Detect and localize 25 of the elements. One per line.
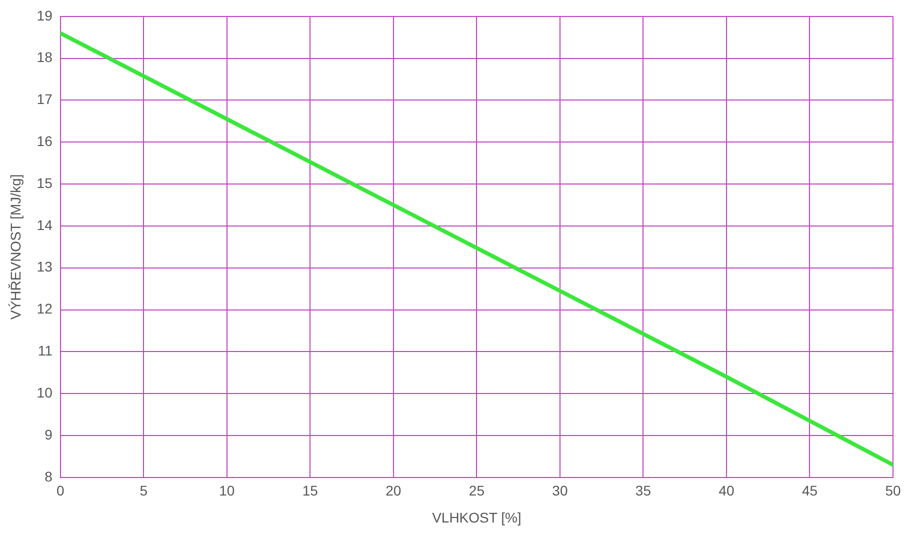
y-tick-label: 19: [36, 7, 53, 24]
x-tick-label: 30: [552, 482, 568, 499]
y-tick-label: 15: [36, 174, 53, 191]
y-tick-label: 18: [36, 49, 53, 66]
x-tick-label: 50: [885, 482, 901, 499]
x-tick-label: 45: [802, 482, 818, 499]
x-tick-label: 20: [386, 482, 402, 499]
y-tick-label: 17: [36, 91, 53, 108]
x-tick-label: 25: [468, 482, 485, 499]
y-tick-label: 9: [44, 426, 53, 442]
x-tick-label: 0: [56, 482, 64, 499]
y-tick-label: 10: [36, 384, 53, 400]
x-tick-label: 15: [302, 482, 318, 499]
x-tick-label: 10: [219, 482, 235, 499]
y-tick-label: 11: [38, 342, 53, 359]
y-tick-label: 13: [36, 258, 53, 275]
y-tick-label: 12: [36, 300, 53, 317]
x-axis-title: VLHKOST [%]: [432, 509, 522, 526]
y-tick-label: 8: [44, 468, 53, 484]
y-axis-title: VÝHŘEVNOST [MJ/kg]: [7, 174, 24, 320]
x-tick-label: 40: [718, 482, 734, 499]
x-tick-label: 5: [140, 482, 148, 499]
x-tick-label: 35: [635, 482, 652, 499]
y-tick-label: 14: [36, 216, 53, 233]
y-tick-label: 16: [36, 132, 53, 149]
